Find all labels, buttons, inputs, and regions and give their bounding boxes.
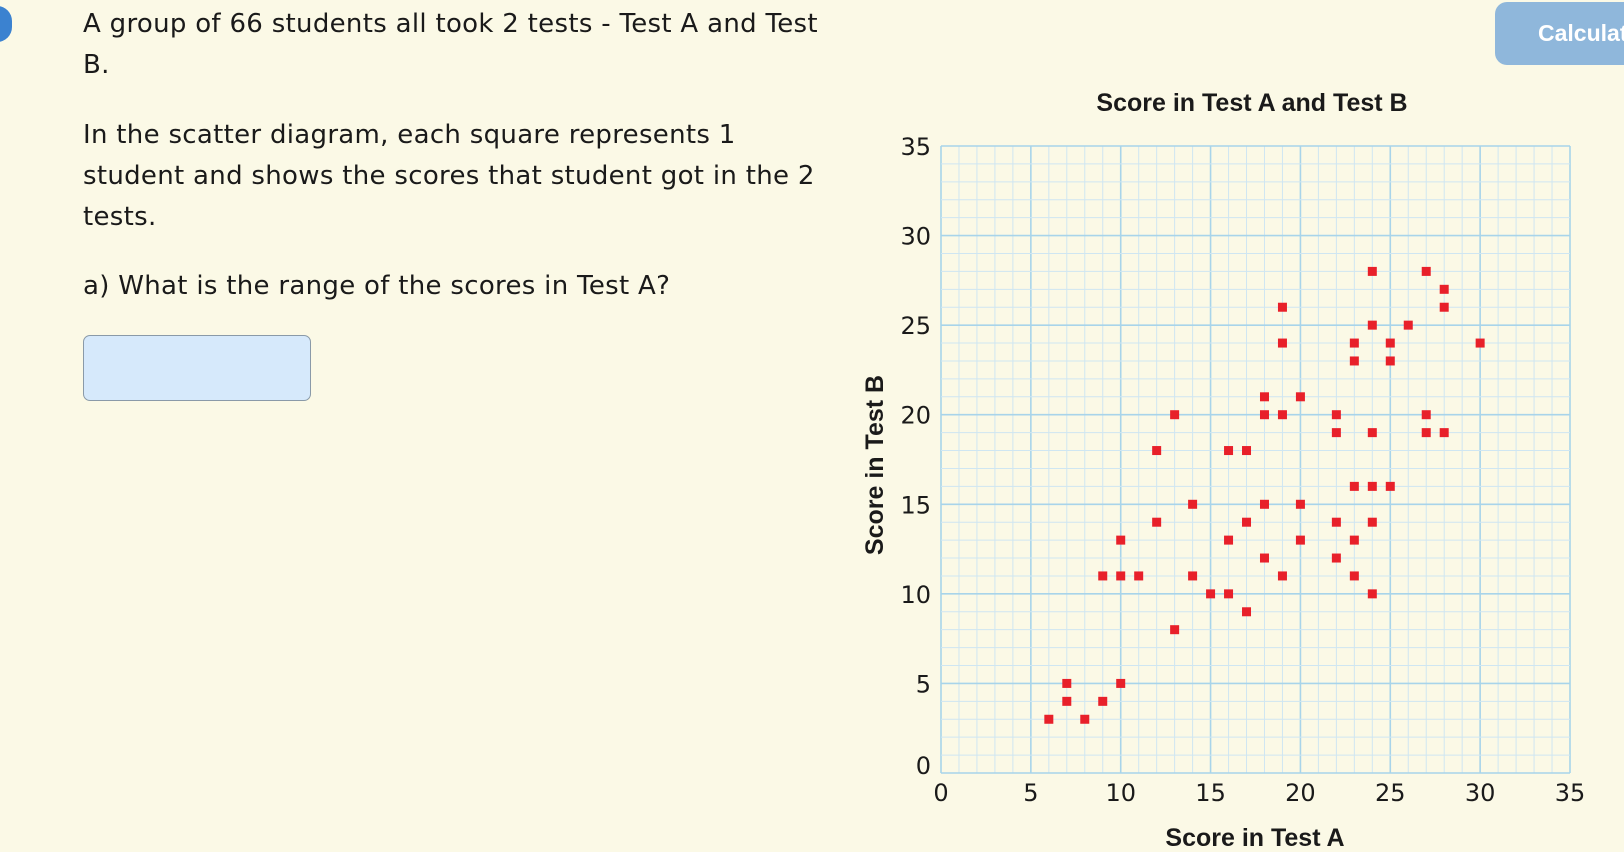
data-point (1277, 338, 1287, 348)
tick-labels: 0 5 10 15 20 25 30 35 0 5 10 15 20 25 30 35 (900, 133, 1585, 807)
data-point (1044, 714, 1054, 724)
data-point (1116, 571, 1126, 581)
data-point (1331, 410, 1341, 420)
question-number-badge (0, 6, 12, 42)
y-tick-label: 20 (900, 402, 931, 430)
x-tick-label: 35 (1555, 779, 1586, 807)
chart-grid (940, 145, 1571, 774)
data-point (1062, 696, 1072, 706)
data-point (1259, 392, 1269, 402)
y-axis-title: Score in Test B (861, 375, 889, 555)
question-text: A group of 66 students all took 2 tests … (83, 4, 843, 307)
y-tick-label: 0 (916, 752, 931, 780)
data-point (1421, 410, 1431, 420)
data-point (1242, 607, 1252, 617)
data-point (1349, 481, 1359, 491)
data-point (1170, 410, 1180, 420)
y-tick-label: 10 (900, 581, 931, 609)
data-point (1421, 266, 1431, 276)
data-point (1152, 517, 1162, 527)
x-tick-label: 25 (1375, 779, 1406, 807)
data-point (1295, 499, 1305, 509)
data-point (1421, 428, 1431, 438)
y-tick-label: 30 (900, 223, 931, 251)
calculator-button[interactable]: Calculator (1495, 2, 1624, 65)
data-point (1116, 678, 1126, 688)
data-point (1224, 589, 1234, 599)
data-point (1116, 535, 1126, 545)
data-point (1367, 517, 1377, 527)
data-point (1242, 446, 1252, 456)
y-tick-label: 5 (916, 670, 931, 698)
x-tick-label: 5 (1023, 779, 1038, 807)
x-axis-title: Score in Test A (1165, 824, 1344, 852)
x-tick-label: 15 (1195, 779, 1226, 807)
data-point (1385, 481, 1395, 491)
data-point (1062, 678, 1072, 688)
data-point (1331, 517, 1341, 527)
data-point (1295, 392, 1305, 402)
question-description: In the scatter diagram, each square repr… (83, 120, 815, 232)
chart-title: Score in Test A and Test B (1096, 89, 1407, 117)
data-point (1277, 302, 1287, 312)
data-point (1188, 499, 1198, 509)
data-point (1349, 535, 1359, 545)
data-point (1439, 428, 1449, 438)
data-point (1439, 284, 1449, 294)
x-tick-label: 20 (1285, 779, 1316, 807)
data-point (1152, 446, 1162, 456)
data-point (1367, 589, 1377, 599)
data-points (1044, 266, 1485, 724)
data-point (1259, 410, 1269, 420)
data-point (1385, 338, 1395, 348)
y-tick-label: 25 (900, 312, 931, 340)
data-point (1331, 428, 1341, 438)
data-point (1367, 428, 1377, 438)
data-point (1367, 320, 1377, 330)
data-point (1259, 553, 1269, 563)
data-point (1349, 571, 1359, 581)
data-point (1385, 356, 1395, 366)
question-part-a: a) What is the range of the scores in Te… (83, 271, 671, 301)
data-point (1295, 535, 1305, 545)
data-point (1277, 410, 1287, 420)
answer-input[interactable] (83, 335, 311, 401)
data-point (1242, 517, 1252, 527)
question-intro: A group of 66 students all took 2 tests … (83, 9, 818, 80)
data-point (1439, 302, 1449, 312)
data-point (1259, 499, 1269, 509)
y-tick-label: 15 (900, 491, 931, 519)
x-tick-label: 0 (933, 779, 948, 807)
data-point (1134, 571, 1144, 581)
data-point (1349, 338, 1359, 348)
data-point (1098, 571, 1108, 581)
data-point (1403, 320, 1413, 330)
data-point (1475, 338, 1485, 348)
data-point (1367, 266, 1377, 276)
data-point (1188, 571, 1198, 581)
y-tick-label: 35 (900, 133, 931, 161)
data-point (1277, 571, 1287, 581)
data-point (1224, 535, 1234, 545)
data-point (1206, 589, 1216, 599)
data-point (1349, 356, 1359, 366)
data-point (1224, 446, 1234, 456)
data-point (1170, 625, 1180, 635)
data-point (1367, 481, 1377, 491)
data-point (1080, 714, 1090, 724)
data-point (1331, 553, 1341, 563)
x-tick-label: 10 (1105, 779, 1136, 807)
x-tick-label: 30 (1465, 779, 1496, 807)
data-point (1098, 696, 1108, 706)
